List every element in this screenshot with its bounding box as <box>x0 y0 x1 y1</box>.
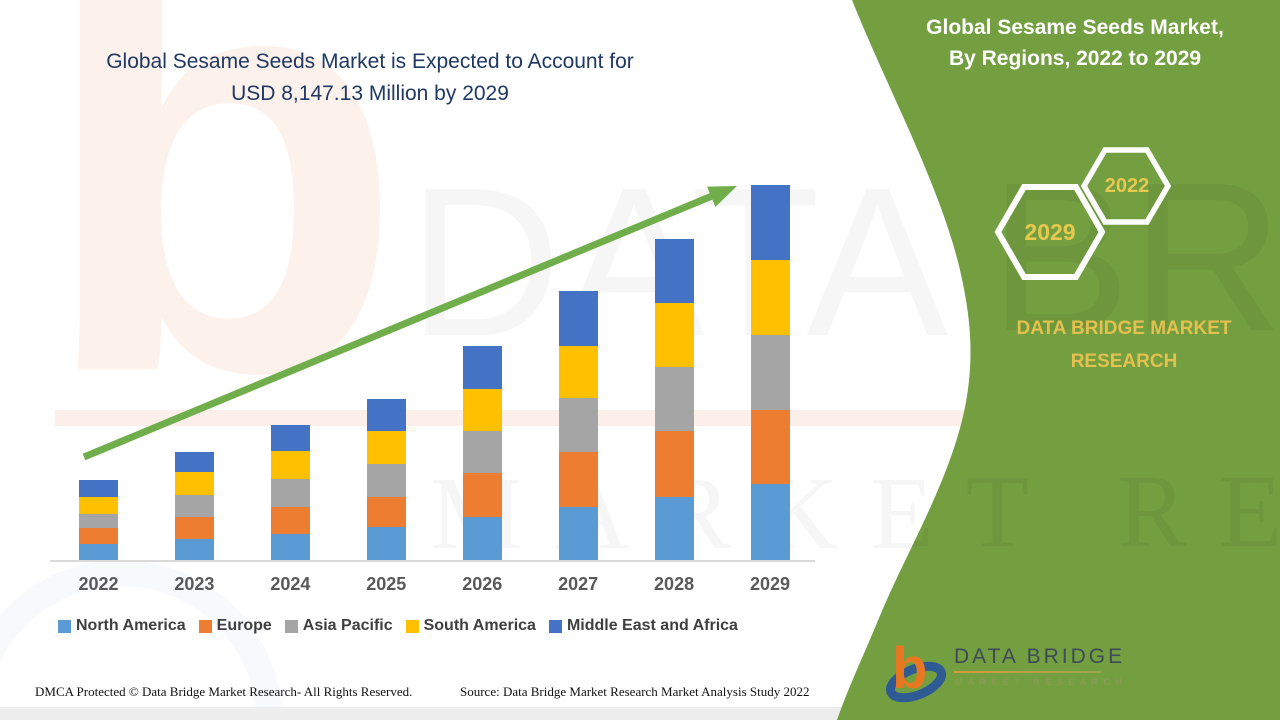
legend-item-asia-pacific: Asia Pacific <box>284 617 393 635</box>
x-axis-label-2028: 2028 <box>654 574 695 594</box>
dmca-notice: DMCA Protected © Data Bridge Market Rese… <box>35 684 413 699</box>
bar-segment-europe <box>750 410 790 485</box>
bar-segment-middle-east-and-africa <box>750 185 790 260</box>
chart-title: Global Sesame Seeds Market is Expected t… <box>25 46 715 110</box>
bar-segment-asia-pacific <box>174 495 214 517</box>
bar-segment-north-america <box>558 506 598 560</box>
bar-segment-middle-east-and-africa <box>174 452 214 472</box>
bar-segment-europe <box>366 496 406 527</box>
bar-segment-europe <box>558 452 598 507</box>
stacked-bar-2024 <box>270 425 310 560</box>
bar-segment-north-america <box>174 539 214 560</box>
legend-label-north-america: North America <box>76 617 186 634</box>
legend-item-europe: Europe <box>198 617 272 635</box>
legend-swatch-north-america <box>58 619 71 633</box>
legend-label-europe: Europe <box>216 617 272 634</box>
bar-segment-middle-east-and-africa <box>270 425 310 452</box>
bar-segment-south-america <box>558 345 598 398</box>
stacked-bar-2025 <box>366 398 406 560</box>
bar-segment-asia-pacific <box>79 513 118 529</box>
legend-item-north-america: North America <box>58 617 186 635</box>
x-axis-label-2026: 2026 <box>462 574 503 594</box>
bar-segment-south-america <box>750 259 790 335</box>
bar-segment-middle-east-and-africa <box>558 291 598 346</box>
bar-segment-europe <box>270 506 310 534</box>
stacked-bar-2023 <box>174 452 214 560</box>
trend-arrow-head-icon <box>707 186 737 207</box>
bar-segment-europe <box>462 473 502 517</box>
stacked-bar-2026 <box>462 345 502 560</box>
x-axis-line <box>50 560 815 562</box>
bar-segment-south-america <box>366 430 406 465</box>
stacked-bar-2027 <box>558 291 598 560</box>
bar-segment-north-america <box>270 533 310 560</box>
bar-segment-asia-pacific <box>654 366 694 432</box>
x-axis-label-2023: 2023 <box>174 574 215 594</box>
bar-segment-middle-east-and-africa <box>654 238 694 303</box>
bar-segment-south-america <box>174 471 214 496</box>
legend-swatch-asia-pacific <box>284 619 298 633</box>
x-axis-label-2027: 2027 <box>558 574 599 594</box>
legend-label-south-america: South America <box>423 617 536 634</box>
legend-item-south-america: South America <box>405 617 536 635</box>
stacked-bar-2022 <box>79 480 118 560</box>
legend-swatch-middle-east-and-africa <box>548 619 562 633</box>
legend-swatch-europe <box>198 619 212 633</box>
chart-title-line2: USD 8,147.13 Million by 2029 <box>231 82 509 105</box>
bar-segment-asia-pacific <box>366 464 406 497</box>
stacked-bar-2028 <box>654 238 694 560</box>
x-axis-label-2022: 2022 <box>78 574 119 594</box>
bar-segment-middle-east-and-africa <box>462 345 502 389</box>
bar-segment-north-america <box>366 526 406 560</box>
bar-segment-north-america <box>654 496 694 560</box>
bar-segment-middle-east-and-africa <box>366 398 406 431</box>
bar-segment-south-america <box>270 451 310 479</box>
bar-segment-south-america <box>462 388 502 432</box>
bar-segment-asia-pacific <box>750 335 790 411</box>
legend-label-middle-east-and-africa: Middle East and Africa <box>566 617 738 634</box>
bar-segment-middle-east-and-africa <box>79 480 118 497</box>
bar-segment-north-america <box>462 516 502 560</box>
stacked-bar-2029 <box>750 185 790 560</box>
chart-title-line1: Global Sesame Seeds Market is Expected t… <box>106 50 634 73</box>
legend-label-asia-pacific: Asia Pacific <box>302 617 393 634</box>
source-note: Source: Data Bridge Market Research Mark… <box>460 684 810 699</box>
bar-segment-north-america <box>79 544 118 560</box>
x-axis-label-2024: 2024 <box>270 574 311 594</box>
x-axis-label-2029: 2029 <box>749 574 791 594</box>
bar-segment-north-america <box>750 484 790 560</box>
legend: North America Europe Asia Pacific South Ame… <box>58 617 738 635</box>
bar-segment-south-america <box>79 496 118 514</box>
bar-segment-europe <box>174 516 214 540</box>
bar-segment-europe <box>79 528 118 545</box>
bar-segment-asia-pacific <box>558 397 598 453</box>
legend-swatch-south-america <box>405 619 419 633</box>
bar-segment-asia-pacific <box>270 478 310 507</box>
bar-segment-south-america <box>654 302 694 367</box>
bar-segment-asia-pacific <box>462 431 502 474</box>
legend-item-middle-east-and-africa: Middle East and Africa <box>548 617 738 635</box>
x-axis-label-2025: 2025 <box>366 574 407 594</box>
bar-segment-europe <box>654 431 694 497</box>
